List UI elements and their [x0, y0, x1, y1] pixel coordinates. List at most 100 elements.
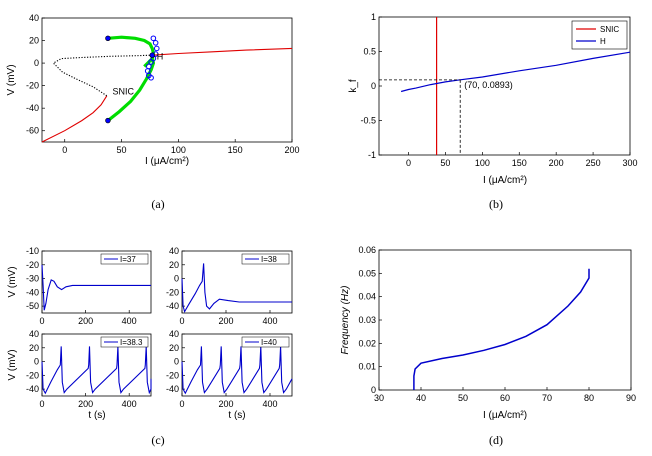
unstable-cycle-marker	[150, 35, 157, 42]
y-tick-label: 0.06	[358, 245, 376, 255]
x-tick-label: 400	[262, 399, 277, 409]
y-axis-label: k_f	[348, 79, 359, 93]
annotation-label: SNIC	[112, 87, 134, 97]
y-tick-label: 0	[371, 81, 376, 91]
legend-label: SNIC	[600, 25, 619, 34]
plot-frame	[41, 250, 152, 314]
y-tick-label: -30	[26, 274, 39, 284]
y-tick-label: 40	[169, 246, 179, 256]
x-tick-label: 50	[117, 145, 127, 155]
panel-caption: (a)	[151, 197, 164, 211]
y-tick-label: -20	[26, 370, 39, 380]
subplot-2: 0 200 400 -40 -20 0 20 40 I=38	[166, 246, 293, 326]
x-axis-label: I (μA/cm²)	[145, 156, 189, 167]
x-tick-label: 200	[218, 399, 233, 409]
series-stable-upper	[152, 47, 293, 56]
panel-caption: (b)	[489, 197, 503, 211]
x-tick-label: 30	[374, 393, 384, 403]
x-tick-label: 0	[39, 316, 44, 326]
x-tick-label: 200	[218, 316, 233, 326]
x-tick-label: 0	[179, 399, 184, 409]
legend-box	[571, 20, 628, 50]
y-tick-label: -20	[166, 287, 179, 297]
subplot-legend-box	[241, 253, 290, 265]
panel-a: 0 50 100 150 200 -60 -40 -20 0 20 40 H SNIC I (μA/cm²…	[6, 13, 300, 211]
subplot-1: 0 200 400 -50 -40 -30 -20 -10 I=37	[26, 246, 152, 326]
y-axis-label: V (mV)	[6, 64, 17, 95]
y-tick-label: 0.05	[358, 268, 376, 278]
series-unstable	[52, 54, 153, 97]
y-tick-label: 40	[29, 13, 39, 23]
x-tick-label: 40	[416, 393, 426, 403]
y-tick-label: -40	[26, 103, 39, 113]
unstable-cycle-marker	[146, 63, 152, 70]
x-tick-label: 50	[458, 393, 468, 403]
x-tick-label: 400	[122, 399, 137, 409]
y-tick-label: 0.04	[358, 292, 376, 302]
plot-frame	[41, 17, 293, 143]
x-tick-label: 100	[171, 145, 186, 155]
subplot-legend-box	[100, 336, 149, 348]
y-tick-label: 0.02	[358, 338, 376, 348]
y-tick-label: 0.03	[358, 315, 376, 325]
subplot-legend-label: I=38.3	[120, 338, 143, 347]
y-tick-label: -1	[368, 150, 376, 160]
bifurcation-point	[149, 52, 155, 58]
subplot-4: 0 200 400 -40 -20 0 20 40 I=40	[166, 329, 293, 409]
y-tick-label: -40	[26, 384, 39, 394]
series-limit-cycle-max	[107, 35, 156, 68]
y-tick-label: -0.5	[360, 116, 376, 126]
y-tick-label: -20	[26, 81, 39, 91]
y-tick-label: 40	[29, 329, 39, 339]
x-tick-label: 200	[284, 145, 299, 155]
x-tick-label: 200	[78, 399, 93, 409]
panel-d: 30 40 50 60 70 80 90 0 0.01 0.02 0.03 0.04 0.05 0.06 I…	[340, 245, 636, 447]
subplot-legend-label: I=40	[261, 338, 277, 347]
x-axis-label-left: t (s)	[88, 410, 105, 421]
y-tick-label: 0	[34, 357, 39, 367]
y-tick-label: 1	[371, 12, 376, 22]
panel-c: 0 200 400-50-40-30-20-10I=370 200 400-40-200…	[7, 246, 293, 447]
panel-caption: (c)	[151, 433, 164, 447]
x-tick-label: 400	[122, 316, 137, 326]
bifurcation-point	[105, 35, 111, 41]
x-tick-label: 0	[406, 158, 411, 168]
y-tick-label: 20	[29, 36, 39, 46]
x-tick-label: 400	[262, 316, 277, 326]
subplot-legend-box	[241, 336, 290, 348]
x-tick-label: 90	[626, 393, 636, 403]
y-tick-label: 20	[29, 343, 39, 353]
series-stable	[41, 95, 108, 143]
unstable-cycle-marker	[153, 45, 160, 52]
series-limit-cycle-min	[106, 56, 156, 122]
legend-label: H	[600, 37, 606, 46]
y-tick-label: 0.5	[363, 47, 376, 57]
voltage-trace	[181, 346, 293, 395]
x-tick-label: 60	[500, 393, 510, 403]
x-tick-label: 50	[440, 158, 450, 168]
x-tick-label: 80	[584, 393, 594, 403]
x-tick-label: 0	[62, 145, 67, 155]
panel-b: 0 50 100 150 200 250 300 -1 -0.5 0 0.5 1 (70, 0.0893…	[348, 12, 638, 211]
x-tick-label: 300	[622, 158, 637, 168]
y-tick-label: 20	[169, 260, 179, 270]
x-tick-label: 0	[39, 399, 44, 409]
y-tick-label: -40	[166, 301, 179, 311]
x-tick-label: 250	[586, 158, 601, 168]
y-tick-label: 0	[34, 58, 39, 68]
x-axis-label: I (μA/cm²)	[483, 175, 527, 186]
subplot-3: 0 200 400 -40 -20 0 20 40 I=38.3	[26, 329, 152, 409]
y-tick-label: -20	[166, 370, 179, 380]
x-tick-label: 200	[549, 158, 564, 168]
series-H	[400, 51, 631, 93]
y-tick-label: -20	[26, 260, 39, 270]
x-tick-label: 70	[542, 393, 552, 403]
y-axis-label-top: V (mV)	[7, 266, 18, 297]
x-tick-label: 200	[78, 316, 93, 326]
annotation-label: H	[157, 52, 164, 62]
y-tick-label: -50	[26, 301, 39, 311]
unstable-cycle-marker	[152, 40, 159, 46]
legend: SNIC H	[571, 20, 628, 50]
panel-caption: (d)	[489, 433, 503, 447]
